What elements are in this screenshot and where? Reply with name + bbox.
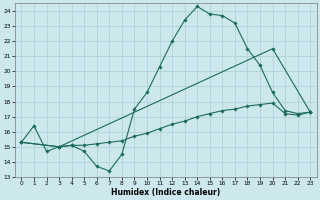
X-axis label: Humidex (Indice chaleur): Humidex (Indice chaleur) xyxy=(111,188,220,197)
